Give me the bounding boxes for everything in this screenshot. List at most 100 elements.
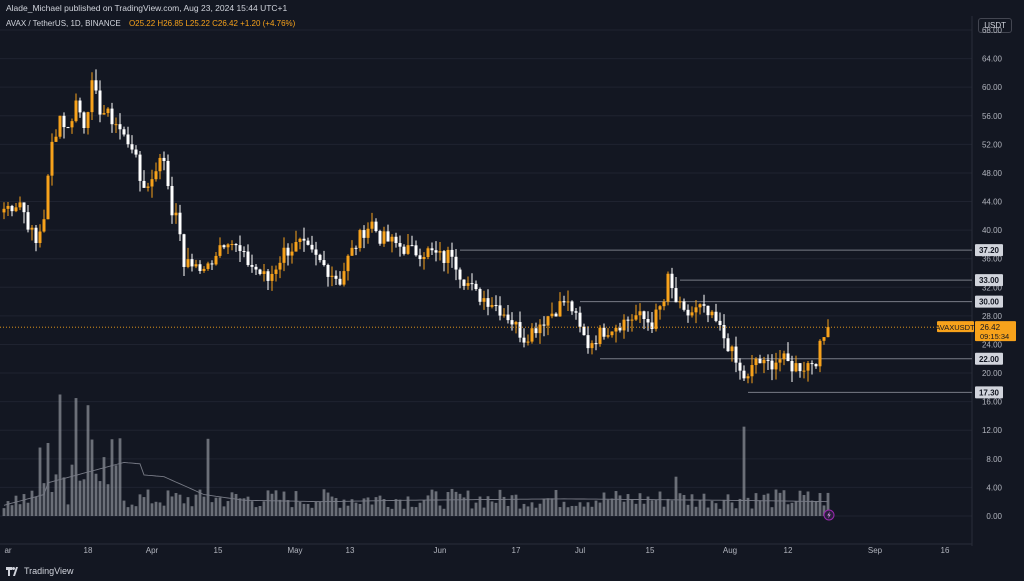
volume-bar bbox=[666, 498, 670, 516]
candle-body bbox=[34, 227, 38, 244]
candle-body bbox=[238, 245, 242, 252]
candle-body bbox=[290, 251, 294, 256]
volume-bar bbox=[270, 493, 274, 516]
candle-body bbox=[302, 238, 306, 241]
candle-body bbox=[410, 245, 414, 247]
currency-button[interactable]: USDT bbox=[978, 18, 1012, 33]
candle-body bbox=[818, 340, 822, 367]
candle-body bbox=[602, 327, 606, 337]
tradingview-brand[interactable]: TradingView bbox=[6, 566, 74, 576]
candle-body bbox=[622, 319, 626, 331]
volume-bar bbox=[266, 490, 270, 516]
candle-body bbox=[750, 365, 754, 377]
candle-body bbox=[482, 298, 486, 302]
candle-body bbox=[758, 358, 762, 364]
symbol-title[interactable]: AVAX / TetherUS, 1D, BINANCE bbox=[6, 19, 121, 28]
candle-body bbox=[274, 269, 278, 274]
volume-bar bbox=[758, 500, 762, 516]
time-tick-label: Sep bbox=[868, 546, 883, 555]
volume-bar bbox=[322, 489, 326, 516]
candle-body bbox=[346, 255, 350, 272]
volume-bar bbox=[142, 497, 146, 516]
candle-body bbox=[494, 305, 498, 307]
candle-body bbox=[414, 245, 418, 256]
candle-body bbox=[814, 364, 818, 367]
volume-bar bbox=[618, 495, 622, 516]
volume-bar bbox=[754, 493, 758, 516]
price-tick-label: 52.00 bbox=[982, 140, 1003, 149]
candle-body bbox=[110, 108, 114, 125]
candle-body bbox=[314, 249, 318, 255]
candle-body bbox=[334, 275, 338, 279]
volume-bar bbox=[450, 488, 454, 516]
candle-body bbox=[2, 208, 6, 213]
candle-body bbox=[502, 314, 506, 316]
volume-bar bbox=[22, 494, 26, 516]
candle-body bbox=[718, 320, 722, 325]
volume-bar bbox=[378, 495, 382, 516]
candle-body bbox=[350, 247, 354, 256]
level-label: 17.30 bbox=[979, 388, 1000, 397]
volume-bar bbox=[770, 507, 774, 516]
candle-body bbox=[634, 315, 638, 320]
candle-body bbox=[426, 248, 430, 257]
candle-body bbox=[30, 227, 34, 230]
volume-bar bbox=[502, 496, 506, 516]
volume-bar bbox=[334, 498, 338, 516]
candle-body bbox=[18, 202, 22, 208]
volume-bar bbox=[554, 489, 558, 516]
volume-bar bbox=[614, 491, 618, 516]
volume-bar bbox=[638, 493, 642, 516]
volume-bar bbox=[170, 496, 174, 516]
candle-body bbox=[562, 301, 566, 303]
candle-body bbox=[70, 121, 74, 128]
volume-bar bbox=[394, 499, 398, 516]
candle-body bbox=[686, 309, 690, 316]
time-tick-label: ar bbox=[4, 546, 11, 555]
volume-bar bbox=[686, 504, 690, 516]
volume-bar bbox=[214, 497, 218, 516]
candle-body bbox=[118, 124, 122, 130]
volume-bar bbox=[294, 491, 298, 516]
volume-bar bbox=[750, 508, 754, 516]
time-tick-label: Apr bbox=[146, 546, 159, 555]
candle-body bbox=[702, 304, 706, 306]
volume-bar bbox=[698, 499, 702, 516]
volume-bar bbox=[46, 442, 50, 516]
price-tick-label: 48.00 bbox=[982, 169, 1003, 178]
candle-body bbox=[614, 327, 618, 332]
volume-bar bbox=[466, 490, 470, 516]
volume-bar bbox=[774, 489, 778, 516]
volume-bar bbox=[66, 504, 70, 516]
candle-body bbox=[362, 230, 366, 238]
volume-bar bbox=[326, 492, 330, 516]
volume-bar bbox=[330, 496, 334, 516]
volume-bar bbox=[826, 492, 830, 516]
candle-body bbox=[146, 186, 150, 188]
volume-bar bbox=[26, 502, 30, 516]
volume-bar bbox=[162, 505, 166, 516]
volume-bar bbox=[734, 508, 738, 516]
volume-bar bbox=[566, 507, 570, 516]
candle-body bbox=[658, 306, 662, 310]
volume-bar bbox=[454, 491, 458, 516]
candle-body bbox=[474, 283, 478, 290]
volume-bar bbox=[74, 398, 78, 516]
volume-bar bbox=[298, 501, 302, 516]
tradingview-logo-icon bbox=[6, 566, 18, 576]
price-tick-label: 24.00 bbox=[982, 340, 1003, 349]
chart-area[interactable]: 68.00 64.00 60.00 56.00 52.00 48.00 44.00 40.00… bbox=[0, 16, 1024, 561]
candle-body bbox=[662, 301, 666, 307]
price-chart[interactable]: 68.00 64.00 60.00 56.00 52.00 48.00 44.00 40.00… bbox=[0, 16, 1024, 561]
volume-bar bbox=[50, 492, 54, 516]
level-label-bg bbox=[975, 386, 1003, 399]
candle-body bbox=[234, 244, 238, 246]
volume-bar bbox=[274, 490, 278, 516]
volume-bar bbox=[642, 503, 646, 516]
candle-body bbox=[498, 305, 502, 316]
price-tick-label: 44.00 bbox=[982, 198, 1003, 207]
candle-body bbox=[182, 234, 186, 267]
candle-body bbox=[338, 278, 342, 285]
volume-bar bbox=[338, 507, 342, 516]
volume-bar bbox=[518, 508, 522, 516]
